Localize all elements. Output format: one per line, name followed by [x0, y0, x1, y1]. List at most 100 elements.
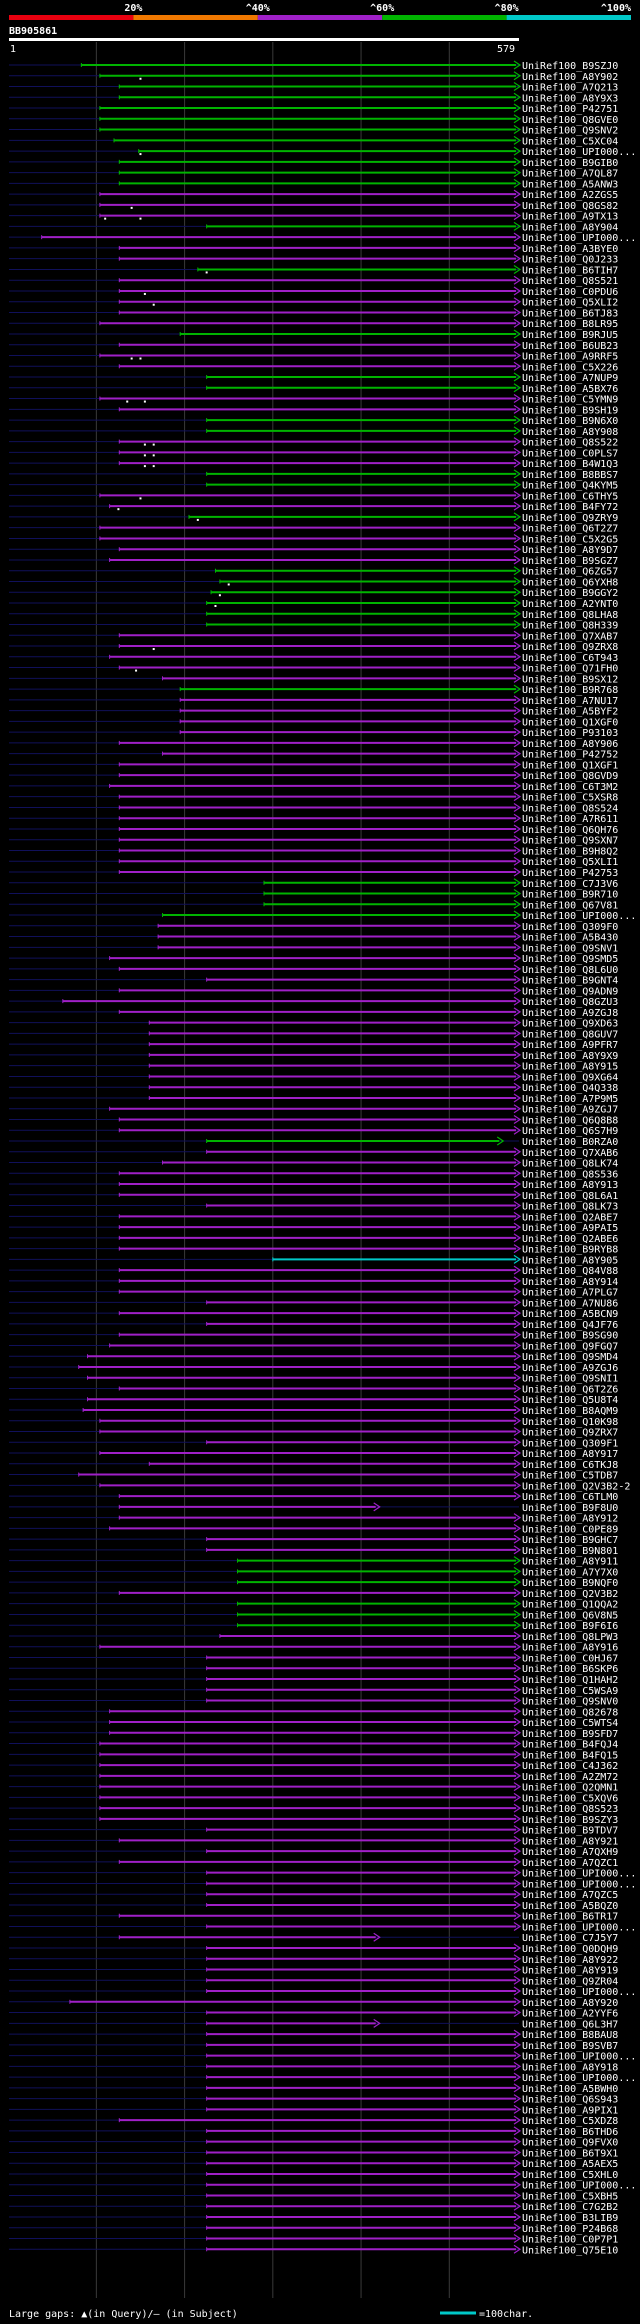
hit-row[interactable]: UniRef100_Q5XLI2	[9, 297, 618, 309]
hit-id-label[interactable]: UniRef100_B9RYB8	[522, 1245, 618, 1256]
hit-id-label[interactable]: UniRef100_B9SGZ7	[522, 556, 618, 567]
hit-row[interactable]: UniRef100_Q2V3B2	[9, 1588, 618, 1600]
hit-id-label[interactable]: UniRef100_Q6T2Z7	[522, 524, 618, 535]
hit-id-label[interactable]: UniRef100_Q1XGF1	[522, 760, 618, 771]
hit-row[interactable]: UniRef100_P42753	[9, 867, 618, 879]
hit-row[interactable]: UniRef100_A8Y905	[9, 1254, 618, 1266]
hit-row[interactable]: UniRef100_Q9SMD4	[9, 1351, 618, 1363]
hit-id-label[interactable]: UniRef100_Q6S943	[522, 2095, 618, 2106]
hit-id-label[interactable]: UniRef100_Q9SMD5	[522, 954, 618, 965]
hit-row[interactable]: UniRef100_B6SKP6	[9, 1663, 618, 1675]
hit-row[interactable]: UniRef100_B9F8U0	[9, 1502, 618, 1514]
hit-row[interactable]: UniRef100_Q7XAB6	[9, 1147, 618, 1159]
hit-row[interactable]: UniRef100_B0RZA0	[9, 1136, 618, 1148]
hit-row[interactable]: UniRef100_A7NUP9	[9, 372, 618, 384]
hit-row[interactable]: UniRef100_B9SZJ0	[9, 60, 618, 72]
hit-id-label[interactable]: UniRef100_A8Y908	[522, 427, 618, 438]
hit-id-label[interactable]: UniRef100_Q8S522	[522, 438, 618, 449]
hit-id-label[interactable]: UniRef100_C0P7P1	[522, 2235, 618, 2246]
hit-row[interactable]: UniRef100_B8BAU8	[9, 2029, 618, 2041]
hit-row[interactable]: UniRef100_A8Y9X9	[9, 1050, 618, 1062]
hit-id-label[interactable]: UniRef100_B9GIB0	[522, 158, 618, 169]
hit-row[interactable]: UniRef100_UPI000...	[9, 2072, 636, 2084]
hit-row[interactable]: UniRef100_Q6S7H9	[9, 1125, 618, 1137]
hit-id-label[interactable]: UniRef100_B9GGY2	[522, 588, 618, 599]
hit-id-label[interactable]: UniRef100_A9RRF5	[522, 352, 618, 363]
hit-row[interactable]: UniRef100_Q8LHA8	[9, 609, 618, 621]
hit-id-label[interactable]: UniRef100_Q8S536	[522, 1169, 618, 1180]
hit-row[interactable]: UniRef100_Q9SNV2	[9, 125, 618, 137]
hit-id-label[interactable]: UniRef100_B9H8Q2	[522, 846, 618, 857]
hit-row[interactable]: UniRef100_UPI000...	[9, 1868, 636, 1880]
hit-row[interactable]: UniRef100_B9F6I6	[9, 1620, 618, 1632]
hit-row[interactable]: UniRef100_C0PE89	[9, 1523, 618, 1535]
hit-id-label[interactable]: UniRef100_A8Y916	[522, 1643, 618, 1654]
hit-row[interactable]: UniRef100_Q1XGF1	[9, 759, 618, 771]
hit-id-label[interactable]: UniRef100_B8BAU8	[522, 2030, 618, 2041]
hit-id-label[interactable]: UniRef100_Q9ZRX8	[522, 642, 618, 653]
hit-id-label[interactable]: UniRef100_A9PIX1	[522, 2105, 618, 2116]
hit-row[interactable]: UniRef100_A8Y908	[9, 426, 618, 438]
hit-id-label[interactable]: UniRef100_UPI000...	[522, 1922, 636, 1933]
hit-id-label[interactable]: UniRef100_A9TX13	[522, 212, 618, 223]
hit-row[interactable]: UniRef100_P24B68	[9, 2223, 618, 2235]
hit-row[interactable]: UniRef100_C5TDB7	[9, 1470, 618, 1482]
hit-id-label[interactable]: UniRef100_Q2V3B2-2	[522, 1481, 630, 1492]
hit-id-label[interactable]: UniRef100_Q6ZG57	[522, 567, 618, 578]
hit-id-label[interactable]: UniRef100_A8Y911	[522, 1557, 618, 1568]
hit-id-label[interactable]: UniRef100_Q4JF76	[522, 1320, 618, 1331]
hit-id-label[interactable]: UniRef100_P24B68	[522, 2224, 618, 2235]
hit-id-label[interactable]: UniRef100_A7P9M5	[522, 1094, 618, 1105]
hit-row[interactable]: UniRef100_Q8S523	[9, 1803, 618, 1815]
hit-row[interactable]: UniRef100_Q309F1	[9, 1437, 618, 1449]
hit-id-label[interactable]: UniRef100_A9ZGJ8	[522, 1008, 618, 1019]
hit-row[interactable]: UniRef100_B4FQ15	[9, 1749, 618, 1761]
hit-row[interactable]: UniRef100_A8Y922	[9, 1954, 618, 1966]
hit-row[interactable]: UniRef100_Q9FGQ7	[9, 1340, 618, 1352]
hit-id-label[interactable]: UniRef100_C5XQV6	[522, 1793, 618, 1804]
hit-row[interactable]: UniRef100_A9TX13	[9, 211, 618, 223]
hit-id-label[interactable]: UniRef100_B9SZJ0	[522, 61, 618, 72]
hit-id-label[interactable]: UniRef100_Q6S7H9	[522, 1126, 618, 1137]
hit-id-label[interactable]: UniRef100_A7NU17	[522, 696, 618, 707]
hit-row[interactable]: UniRef100_Q9FVX0	[9, 2137, 618, 2149]
hit-row[interactable]: UniRef100_A7QZC1	[9, 1857, 618, 1869]
hit-row[interactable]: UniRef100_A9RRF5	[9, 351, 618, 363]
hit-row[interactable]: UniRef100_A2ZGS5	[9, 189, 618, 201]
hit-row[interactable]: UniRef100_Q5XLI1	[9, 856, 618, 868]
hit-row[interactable]: UniRef100_Q6S943	[9, 2094, 618, 2106]
hit-id-label[interactable]: UniRef100_UPI000...	[522, 2052, 636, 2063]
hit-id-label[interactable]: UniRef100_B9TDV7	[522, 1826, 618, 1837]
hit-id-label[interactable]: UniRef100_A2YYF6	[522, 2009, 618, 2020]
hit-row[interactable]: UniRef100_Q8GS82	[9, 200, 618, 212]
hit-id-label[interactable]: UniRef100_B4FQJ4	[522, 1740, 618, 1751]
hit-id-label[interactable]: UniRef100_C5WSA9	[522, 1686, 618, 1697]
hit-id-label[interactable]: UniRef100_A7QXH9	[522, 1847, 618, 1858]
hit-row[interactable]: UniRef100_A7Q213	[9, 82, 618, 94]
hit-id-label[interactable]: UniRef100_P42752	[522, 750, 618, 761]
hit-row[interactable]: UniRef100_B9R710	[9, 889, 618, 901]
hit-id-label[interactable]: UniRef100_A8Y902	[522, 72, 618, 83]
hit-row[interactable]: UniRef100_A5BCN9	[9, 1308, 618, 1320]
hit-row[interactable]: UniRef100_Q8L6A1	[9, 1190, 618, 1202]
hit-id-label[interactable]: UniRef100_Q6YXH8	[522, 577, 618, 588]
hit-id-label[interactable]: UniRef100_P93103	[522, 728, 618, 739]
hit-row[interactable]: UniRef100_A9PIX1	[9, 2104, 618, 2116]
hit-id-label[interactable]: UniRef100_Q2QMN1	[522, 1783, 618, 1794]
hit-row[interactable]: UniRef100_Q9ZRX8	[9, 641, 618, 653]
hit-id-label[interactable]: UniRef100_A5BQZ0	[522, 1901, 618, 1912]
hit-row[interactable]: UniRef100_Q2ABE7	[9, 1211, 618, 1223]
hit-id-label[interactable]: UniRef100_B6TJ83	[522, 308, 618, 319]
hit-row[interactable]: UniRef100_C6T3M2	[9, 781, 618, 793]
hit-row[interactable]: UniRef100_UPI000...	[9, 1878, 636, 1890]
hit-id-label[interactable]: UniRef100_B9F6I6	[522, 1621, 618, 1632]
hit-id-label[interactable]: UniRef100_A7QZC5	[522, 1890, 618, 1901]
hit-row[interactable]: UniRef100_Q71FH0	[9, 663, 618, 675]
hit-row[interactable]: UniRef100_Q2V3B2-2	[9, 1480, 630, 1492]
hit-row[interactable]: UniRef100_B9R768	[9, 684, 618, 696]
hit-id-label[interactable]: UniRef100_C0PDU6	[522, 287, 618, 298]
hit-row[interactable]: UniRef100_A3BYE0	[9, 243, 618, 255]
hit-row[interactable]: UniRef100_C5XHL0	[9, 2169, 618, 2181]
hit-id-label[interactable]: UniRef100_B9SX12	[522, 674, 618, 685]
hit-row[interactable]: UniRef100_C6T943	[9, 652, 618, 664]
